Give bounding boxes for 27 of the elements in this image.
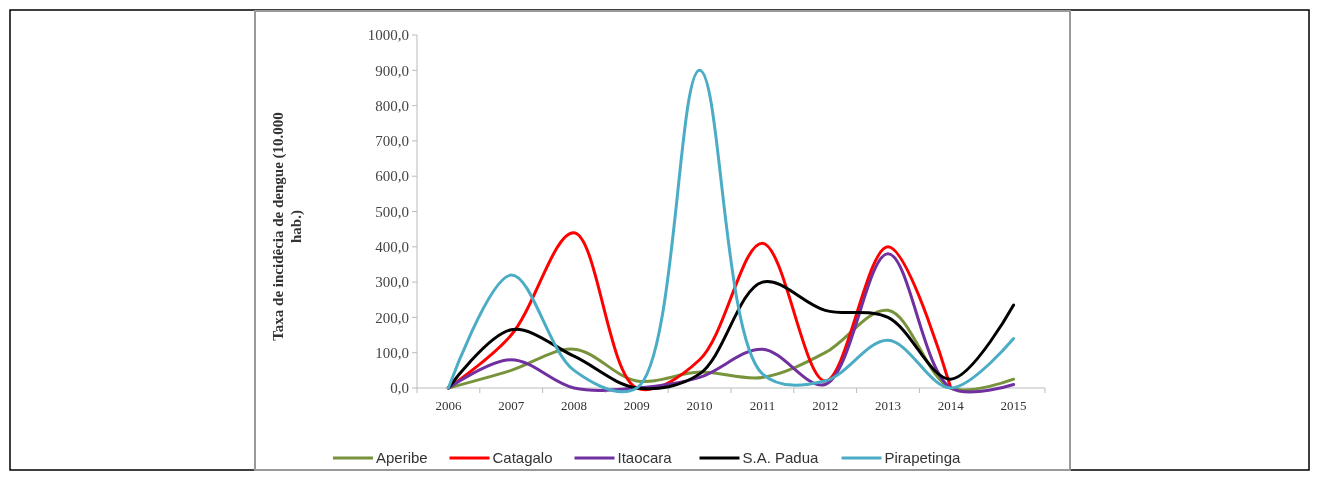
x-tick-label: 2008	[561, 398, 587, 413]
y-tick-label: 1000,0	[367, 27, 409, 44]
y-tick-label: 100,0	[375, 344, 409, 361]
x-tick-label: 2010	[686, 398, 713, 413]
y-axis-title: Taxa de incidêcia de dengue (10.000 hab.)	[270, 112, 305, 341]
x-tick-label: 2009	[623, 398, 650, 413]
legend-label: Aperibe	[376, 449, 428, 467]
y-tick-label: 400,0	[375, 239, 409, 256]
y-tick-label: 500,0	[375, 203, 409, 220]
x-tick-label: 2013	[875, 398, 901, 413]
x-tick-label: 2011	[749, 398, 776, 413]
y-tick-label: 0,0	[390, 380, 409, 397]
y-tick-label: 900,0	[375, 62, 409, 79]
x-tick-label: 2007	[498, 398, 525, 413]
y-tick-label: 800,0	[375, 97, 409, 114]
legend-label: Pirapetinga	[884, 449, 962, 467]
x-tick-label: 2015	[1000, 398, 1027, 413]
y-tick-label: 700,0	[375, 133, 409, 150]
y-tick-label: 200,0	[375, 309, 409, 326]
x-tick-label: 2006	[435, 398, 462, 413]
legend-label: Itaocara	[617, 449, 673, 467]
legend-label: S.A. Padua	[742, 449, 820, 467]
x-tick-label: 2014	[937, 398, 965, 413]
x-tick-label: 2012	[812, 398, 839, 413]
legend-label: Catagalo	[492, 449, 553, 467]
y-tick-label: 300,0	[375, 274, 409, 291]
y-tick-label: 600,0	[375, 168, 409, 185]
